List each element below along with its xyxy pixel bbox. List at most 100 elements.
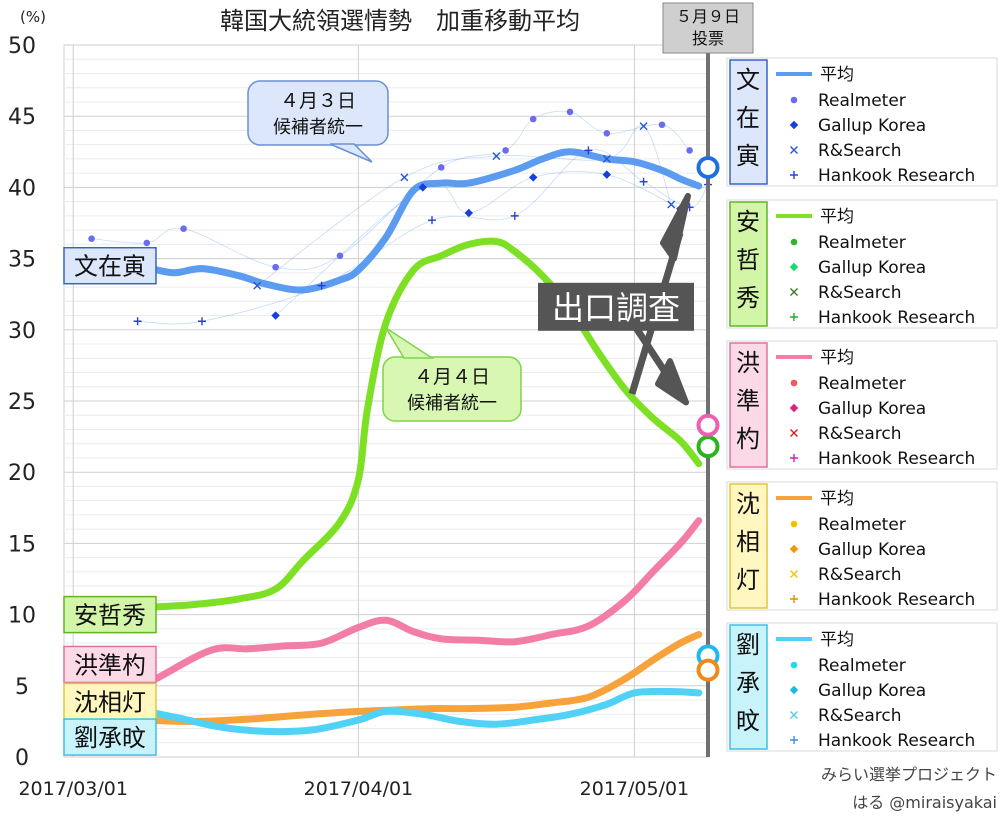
legend-frame — [726, 57, 998, 187]
point-hankook — [317, 281, 326, 290]
point-gallup — [789, 403, 799, 413]
candidate-label: 洪準杓 — [74, 651, 146, 679]
legend-3: 洪準杓 平均 Realmeter Gallup Korea R&Search Hankoo… — [726, 340, 998, 470]
callout-line1: ４月３日 — [280, 90, 356, 112]
legend-name-char: 相 — [736, 528, 760, 556]
callout-line2: 候補者統一 — [273, 117, 363, 138]
y-tick-label: 15 — [8, 532, 36, 557]
legend-name-box — [729, 201, 768, 327]
y-tick-label: 35 — [8, 248, 36, 273]
legend-pollster-label: Realmeter — [818, 233, 906, 253]
y-tick-label: 45 — [8, 105, 36, 130]
y-tick-label: 40 — [8, 176, 36, 201]
average-line — [69, 687, 703, 736]
candidate-label: 文在寅 — [74, 253, 146, 281]
point-hankook — [428, 216, 436, 225]
point-realmeter — [790, 661, 798, 669]
chart-title: 韓国大統領選情勢 加重移動平均 — [220, 7, 580, 35]
point-realmeter — [686, 147, 693, 154]
point-realmeter — [502, 147, 509, 154]
point-gallup — [789, 544, 799, 554]
point-hankook — [510, 211, 519, 220]
callout-line1: ４月４日 — [414, 366, 490, 388]
legend-2: 安哲秀 平均 Realmeter Gallup Korea R&Search Hankoo… — [726, 199, 998, 329]
legend-pollster-label: R&Search — [818, 565, 901, 585]
point-realmeter — [88, 235, 95, 242]
legend-5: 劉承旼 平均 Realmeter Gallup Korea R&Search Hankoo… — [726, 622, 998, 752]
poll-trend-line — [275, 171, 681, 316]
legend-name-char: 旼 — [736, 707, 760, 735]
exit-poll: 出口調査 — [538, 155, 720, 682]
exit-poll-circle — [696, 155, 720, 179]
x-tick-label: 2017/04/01 — [304, 778, 414, 800]
legend-name-box — [729, 342, 768, 468]
legend-pollster-label: R&Search — [818, 706, 901, 726]
point-rsearch — [602, 154, 611, 163]
election-day-sublabel: 投票 — [692, 29, 724, 48]
legend-name-char: 安 — [736, 208, 760, 236]
legend-name-char: 哲 — [736, 246, 760, 274]
legend-pollster-label: Realmeter — [818, 374, 906, 394]
point-gallup — [789, 262, 799, 272]
exit-poll-circle — [696, 435, 720, 459]
point-realmeter — [603, 129, 611, 137]
exit-poll-label-box — [538, 282, 694, 331]
legend-name-box — [729, 483, 768, 609]
poll-trend-line — [137, 149, 709, 325]
legend-pollster-label: Realmeter — [818, 515, 906, 535]
point-gallup — [464, 208, 474, 218]
candidate-label-box — [63, 595, 157, 634]
point-gallup — [418, 183, 428, 192]
exit-arrowhead-down — [655, 358, 689, 406]
legend-1: 文在寅 平均 Realmeter Gallup Korea R&Search Hankoo… — [726, 57, 998, 187]
legend-frame — [726, 199, 998, 329]
legend-name-char: 寅 — [736, 142, 760, 170]
y-axis-unit: (%) — [20, 8, 46, 26]
legend-pollster-label: Hankook Research — [818, 449, 975, 469]
candidate-label-box — [63, 645, 157, 684]
legend-name-char: 灯 — [736, 566, 760, 594]
legend-pollster-label: Hankook Research — [818, 731, 975, 751]
callout-box — [382, 356, 522, 422]
exit-arrowhead-up — [660, 192, 691, 262]
point-hankook — [584, 146, 593, 155]
point-hankook — [790, 313, 798, 321]
point-rsearch — [790, 429, 798, 437]
legend-name-char: 杓 — [736, 425, 760, 453]
point-rsearch — [790, 711, 798, 719]
election-day-label: ５月９日 — [676, 7, 740, 26]
legend-pollster-label: Gallup Korea — [818, 681, 926, 701]
point-rsearch — [253, 281, 262, 290]
candidate-label: 劉承旼 — [74, 724, 146, 752]
point-rsearch — [639, 122, 648, 131]
point-hankook — [790, 595, 798, 603]
legend-pollster-label: Realmeter — [818, 656, 906, 676]
average-line — [69, 517, 703, 725]
exit-poll-circle — [696, 658, 720, 682]
legend-frame — [726, 340, 998, 470]
callout-box — [247, 80, 389, 146]
point-rsearch — [790, 288, 798, 296]
point-rsearch — [492, 152, 501, 161]
point-realmeter — [790, 96, 798, 104]
grid — [63, 44, 709, 758]
legend-average-label: 平均 — [820, 630, 854, 650]
average-lines — [69, 148, 703, 736]
point-hankook — [790, 171, 798, 179]
candidate-label-box — [63, 682, 157, 721]
legend-pollster-label: R&Search — [818, 283, 901, 303]
legend-pollster-label: Gallup Korea — [818, 399, 926, 419]
candidate-label-box — [63, 718, 157, 756]
point-rsearch — [667, 200, 676, 209]
legend-pollster-label: Hankook Research — [818, 308, 975, 328]
callout-tail — [385, 327, 435, 359]
point-realmeter — [566, 108, 574, 116]
legend-name-char: 文 — [736, 66, 760, 94]
point-realmeter — [272, 263, 279, 271]
legend-frame — [726, 622, 998, 752]
legend-pollster-label: R&Search — [818, 141, 901, 161]
legend-pollster-label: Gallup Korea — [818, 540, 926, 560]
